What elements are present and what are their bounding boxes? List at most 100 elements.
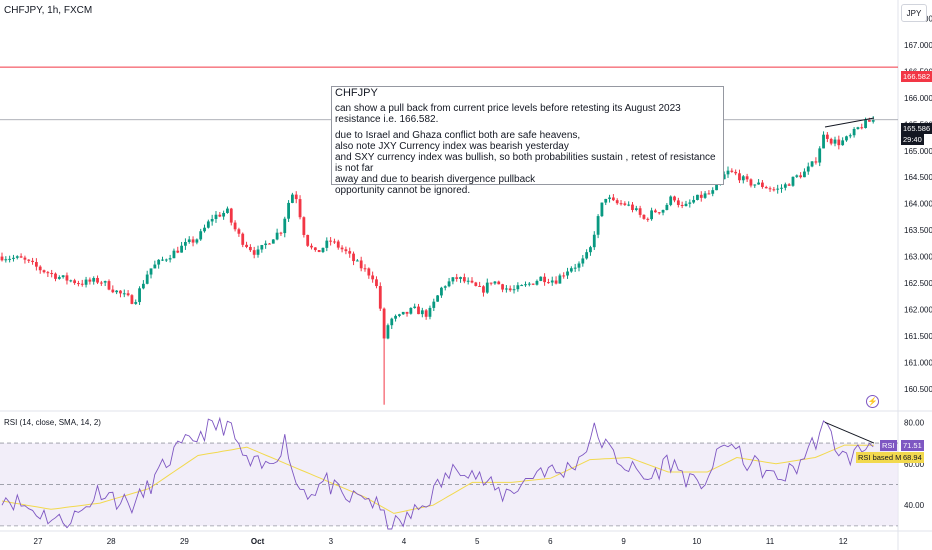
candle-body — [310, 245, 313, 248]
note-line: opportunity cannot be ignored. — [335, 185, 471, 196]
candle-body — [799, 175, 803, 178]
candle-body — [306, 234, 310, 246]
time-axis[interactable]: 27 28 29 Oct 3 4 5 6 9 10 11 12 — [34, 537, 849, 546]
candle-body — [206, 221, 210, 228]
candle-body — [703, 193, 707, 198]
candle-body — [787, 184, 791, 186]
candle-body — [512, 289, 516, 291]
candle-body — [42, 270, 46, 273]
time-tick-label: 9 — [621, 537, 626, 546]
candle-body — [245, 244, 248, 247]
candle-body — [608, 197, 611, 199]
candle-body — [8, 258, 12, 260]
candle-body — [355, 260, 359, 262]
price-tick-label: 160.500 — [904, 385, 932, 394]
candle-body — [298, 199, 302, 218]
candle-body — [428, 307, 432, 317]
candle-body — [627, 204, 631, 206]
rsi-tick-label: 60.00 — [904, 460, 925, 469]
candle-body — [203, 227, 206, 232]
candle-body — [531, 283, 535, 285]
candle-body — [344, 249, 348, 252]
candle-body — [539, 276, 543, 281]
time-tick-label: Oct — [251, 537, 265, 546]
candle-body — [161, 259, 164, 261]
resistance-price-tag: 166.582 — [901, 71, 932, 82]
candle-body — [363, 268, 367, 270]
candle-body — [99, 282, 103, 284]
rsi-trendline — [824, 421, 875, 444]
price-tick-label: 162.500 — [904, 279, 932, 288]
candle-body — [256, 249, 260, 255]
candle-body — [92, 277, 96, 282]
rsi-ma-value-tag: 68.94 — [901, 452, 924, 463]
candle-body — [711, 190, 715, 194]
candle-body — [229, 208, 233, 223]
candle-body — [394, 315, 397, 319]
rsi-tick-label: 40.00 — [904, 501, 925, 510]
candle-body — [623, 203, 627, 205]
note-line: due to Israel and Ghaza conflict both ar… — [335, 130, 581, 141]
candle-body — [130, 295, 134, 304]
rsi-legend[interactable]: RSI (14, close, SMA, 14, 2) — [4, 418, 101, 427]
candle-body — [818, 148, 822, 163]
candle-body — [12, 257, 15, 259]
candle-body — [348, 251, 352, 254]
candle-body — [191, 239, 195, 243]
candle-body — [157, 259, 161, 265]
candle-body — [707, 193, 711, 195]
candle-body — [367, 268, 371, 276]
candle-body — [451, 277, 455, 282]
time-tick-label: 5 — [475, 537, 480, 546]
candle-body — [19, 256, 23, 258]
candle-body — [550, 280, 554, 283]
candle-body — [871, 119, 875, 122]
candle-body — [600, 202, 604, 217]
candle-body — [482, 286, 485, 293]
candle-body — [803, 171, 806, 178]
candle-body — [791, 176, 795, 186]
currency-button[interactable]: JPY — [901, 4, 927, 22]
rsi-axis[interactable]: 40.00 60.00 80.00 — [904, 418, 925, 510]
candle-body — [134, 302, 138, 304]
candle-body — [61, 275, 65, 278]
candle-body — [848, 135, 852, 137]
candle-body — [470, 280, 474, 283]
candle-body — [527, 283, 531, 285]
candle-body — [15, 256, 19, 258]
candle-body — [279, 232, 283, 234]
candle-body — [77, 283, 80, 285]
candle-body — [378, 286, 382, 309]
candle-body — [783, 184, 787, 188]
candle-body — [661, 209, 665, 213]
candle-body — [283, 218, 287, 234]
candle-body — [604, 198, 608, 203]
candle-body — [436, 295, 440, 302]
candle-body — [535, 280, 539, 285]
candle-body — [547, 282, 550, 284]
symbol-title[interactable]: CHFJPY, 1h, FXCM — [4, 5, 93, 16]
candle-body — [566, 271, 569, 276]
candle-body — [814, 161, 818, 163]
candle-body — [294, 194, 298, 200]
time-tick-label: 3 — [329, 537, 334, 546]
candle-body — [34, 262, 38, 267]
candle-body — [352, 253, 355, 262]
candle-body — [833, 139, 837, 144]
lightning-icon[interactable]: ⚡ — [866, 395, 879, 408]
candle-body — [680, 204, 684, 207]
candle-body — [325, 240, 329, 248]
candle-body — [753, 184, 757, 186]
countdown-tag: 29:40 — [901, 134, 924, 145]
candle-body — [497, 281, 501, 285]
candle-body — [199, 231, 203, 240]
candle-body — [864, 119, 867, 128]
candle-body — [405, 311, 409, 314]
candlestick-series — [0, 116, 875, 405]
candle-body — [417, 306, 420, 315]
candle-body — [638, 208, 642, 215]
candle-body — [780, 187, 783, 189]
candle-body — [501, 284, 504, 290]
text-note-annotation[interactable]: CHFJPY can show a pull back from current… — [331, 86, 724, 196]
